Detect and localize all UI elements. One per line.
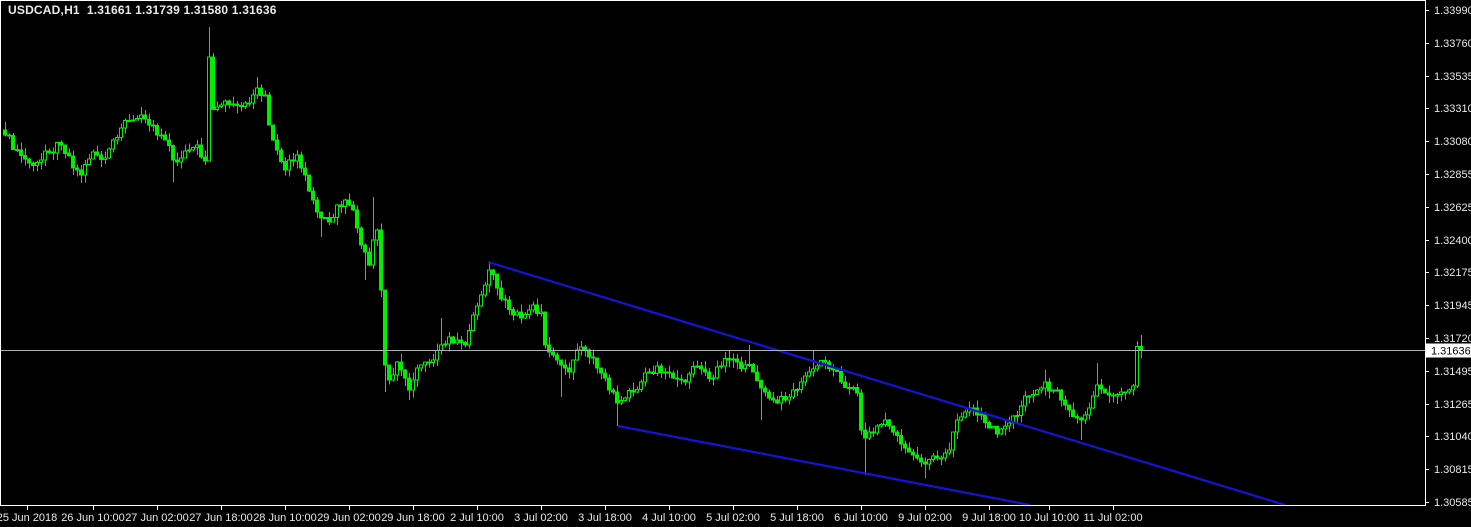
svg-text:29 Jun 18:00: 29 Jun 18:00 <box>381 512 445 524</box>
svg-text:1.33310: 1.33310 <box>1434 103 1471 115</box>
chart-ohlc-title: USDCAD,H1 1.31661 1.31739 1.31580 1.3163… <box>8 3 277 17</box>
svg-text:1.33760: 1.33760 <box>1434 38 1471 50</box>
svg-text:1.31265: 1.31265 <box>1434 399 1471 411</box>
svg-text:1.31720: 1.31720 <box>1434 333 1471 345</box>
svg-text:1.30815: 1.30815 <box>1434 464 1471 476</box>
svg-text:27 Jun 02:00: 27 Jun 02:00 <box>125 512 189 524</box>
svg-text:1.33080: 1.33080 <box>1434 136 1471 148</box>
svg-text:28 Jun 10:00: 28 Jun 10:00 <box>253 512 317 524</box>
trendline-upper[interactable] <box>487 260 1286 507</box>
svg-text:1.31945: 1.31945 <box>1434 300 1471 312</box>
svg-text:9 Jul 18:00: 9 Jul 18:00 <box>962 512 1016 524</box>
svg-text:1.32625: 1.32625 <box>1434 202 1471 214</box>
time-axis-labels: 25 Jun 2018 26 Jun 10:00 27 Jun 02:00 27 Ju… <box>0 505 1143 524</box>
price-axis-labels: 1.33990 1.33760 1.33535 1.33310 1.33080 1.328… <box>1425 5 1471 509</box>
svg-text:1.32400: 1.32400 <box>1434 235 1471 247</box>
plot-area[interactable] <box>0 0 1425 505</box>
svg-text:3 Jul 18:00: 3 Jul 18:00 <box>578 512 632 524</box>
svg-text:5 Jul 02:00: 5 Jul 02:00 <box>706 512 760 524</box>
svg-text:1.30585: 1.30585 <box>1434 497 1471 509</box>
svg-text:5 Jul 18:00: 5 Jul 18:00 <box>770 512 824 524</box>
svg-text:26 Jun 10:00: 26 Jun 10:00 <box>61 512 125 524</box>
svg-text:27 Jun 18:00: 27 Jun 18:00 <box>189 512 253 524</box>
svg-text:6 Jul 10:00: 6 Jul 10:00 <box>834 512 888 524</box>
svg-text:1.33535: 1.33535 <box>1434 71 1471 83</box>
time-axis[interactable] <box>0 506 1425 527</box>
svg-text:1.33990: 1.33990 <box>1434 5 1471 17</box>
svg-text:4 Jul 10:00: 4 Jul 10:00 <box>642 512 696 524</box>
svg-text:25 Jun 2018: 25 Jun 2018 <box>0 512 57 524</box>
chart-frame <box>0 0 1426 506</box>
svg-text:1.32175: 1.32175 <box>1434 267 1471 279</box>
svg-text:1.31495: 1.31495 <box>1434 366 1471 378</box>
svg-text:29 Jun 02:00: 29 Jun 02:00 <box>317 512 381 524</box>
svg-text:2 Jul 10:00: 2 Jul 10:00 <box>450 512 504 524</box>
svg-text:1.31040: 1.31040 <box>1434 431 1471 443</box>
current-price-tag: 1.31636 <box>1426 343 1471 358</box>
svg-text:9 Jul 02:00: 9 Jul 02:00 <box>898 512 952 524</box>
svg-text:3 Jul 02:00: 3 Jul 02:00 <box>514 512 568 524</box>
price-axis[interactable] <box>1426 0 1471 505</box>
trendline-lower[interactable] <box>617 424 1031 507</box>
svg-text:11 Jul 02:00: 11 Jul 02:00 <box>1083 512 1142 524</box>
svg-text:10 Jul 10:00: 10 Jul 10:00 <box>1019 512 1079 524</box>
svg-text:1.32855: 1.32855 <box>1434 169 1471 181</box>
candles <box>3 27 1143 478</box>
svg-text:1.31636: 1.31636 <box>1431 346 1471 358</box>
